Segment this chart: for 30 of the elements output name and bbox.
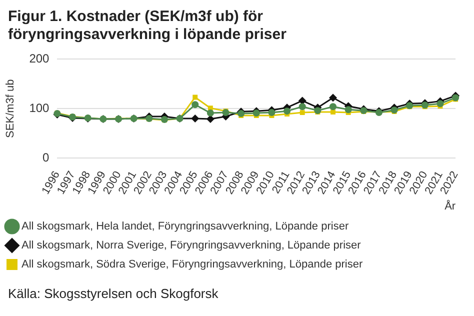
chart-title: Figur 1. Kostnader (SEK/m3f ub) för föryngringsavverkning i löpande priser <box>7 7 288 44</box>
y-tick-label: 100 <box>29 100 50 115</box>
point <box>452 94 460 102</box>
point <box>252 110 260 117</box>
text: Källa: Skogsstyrelsen och Skogforsk <box>7 286 220 301</box>
legend-label: All skogsmark, Hela landet, Föryngringsavverkning, Löpande priser <box>22 220 349 233</box>
point <box>238 110 245 118</box>
point <box>329 94 337 102</box>
y-tick-label: 200 <box>29 52 50 66</box>
legend-label: All skogsmark, Norra Sverige, Föryngringsavverkning, Löpande priser <box>22 240 362 252</box>
point <box>344 106 352 114</box>
y-axis-title: SEK/m3f ub <box>4 79 17 138</box>
point <box>300 110 305 116</box>
y-tick-label: 0 <box>42 150 50 164</box>
point <box>330 110 336 115</box>
point <box>330 103 336 110</box>
point <box>222 109 230 116</box>
point <box>191 114 200 122</box>
point <box>206 110 214 117</box>
point <box>314 107 322 114</box>
point <box>284 108 291 115</box>
x-axis-title: År <box>444 199 456 212</box>
point <box>268 109 276 116</box>
point <box>436 100 444 108</box>
point <box>421 102 428 109</box>
point <box>192 94 198 100</box>
legend-label: All skogsmark, Södra Sverige, Föryngringsavverkning, Löpande priser <box>22 258 363 271</box>
point <box>192 101 199 108</box>
point <box>298 103 306 110</box>
point <box>390 106 398 114</box>
